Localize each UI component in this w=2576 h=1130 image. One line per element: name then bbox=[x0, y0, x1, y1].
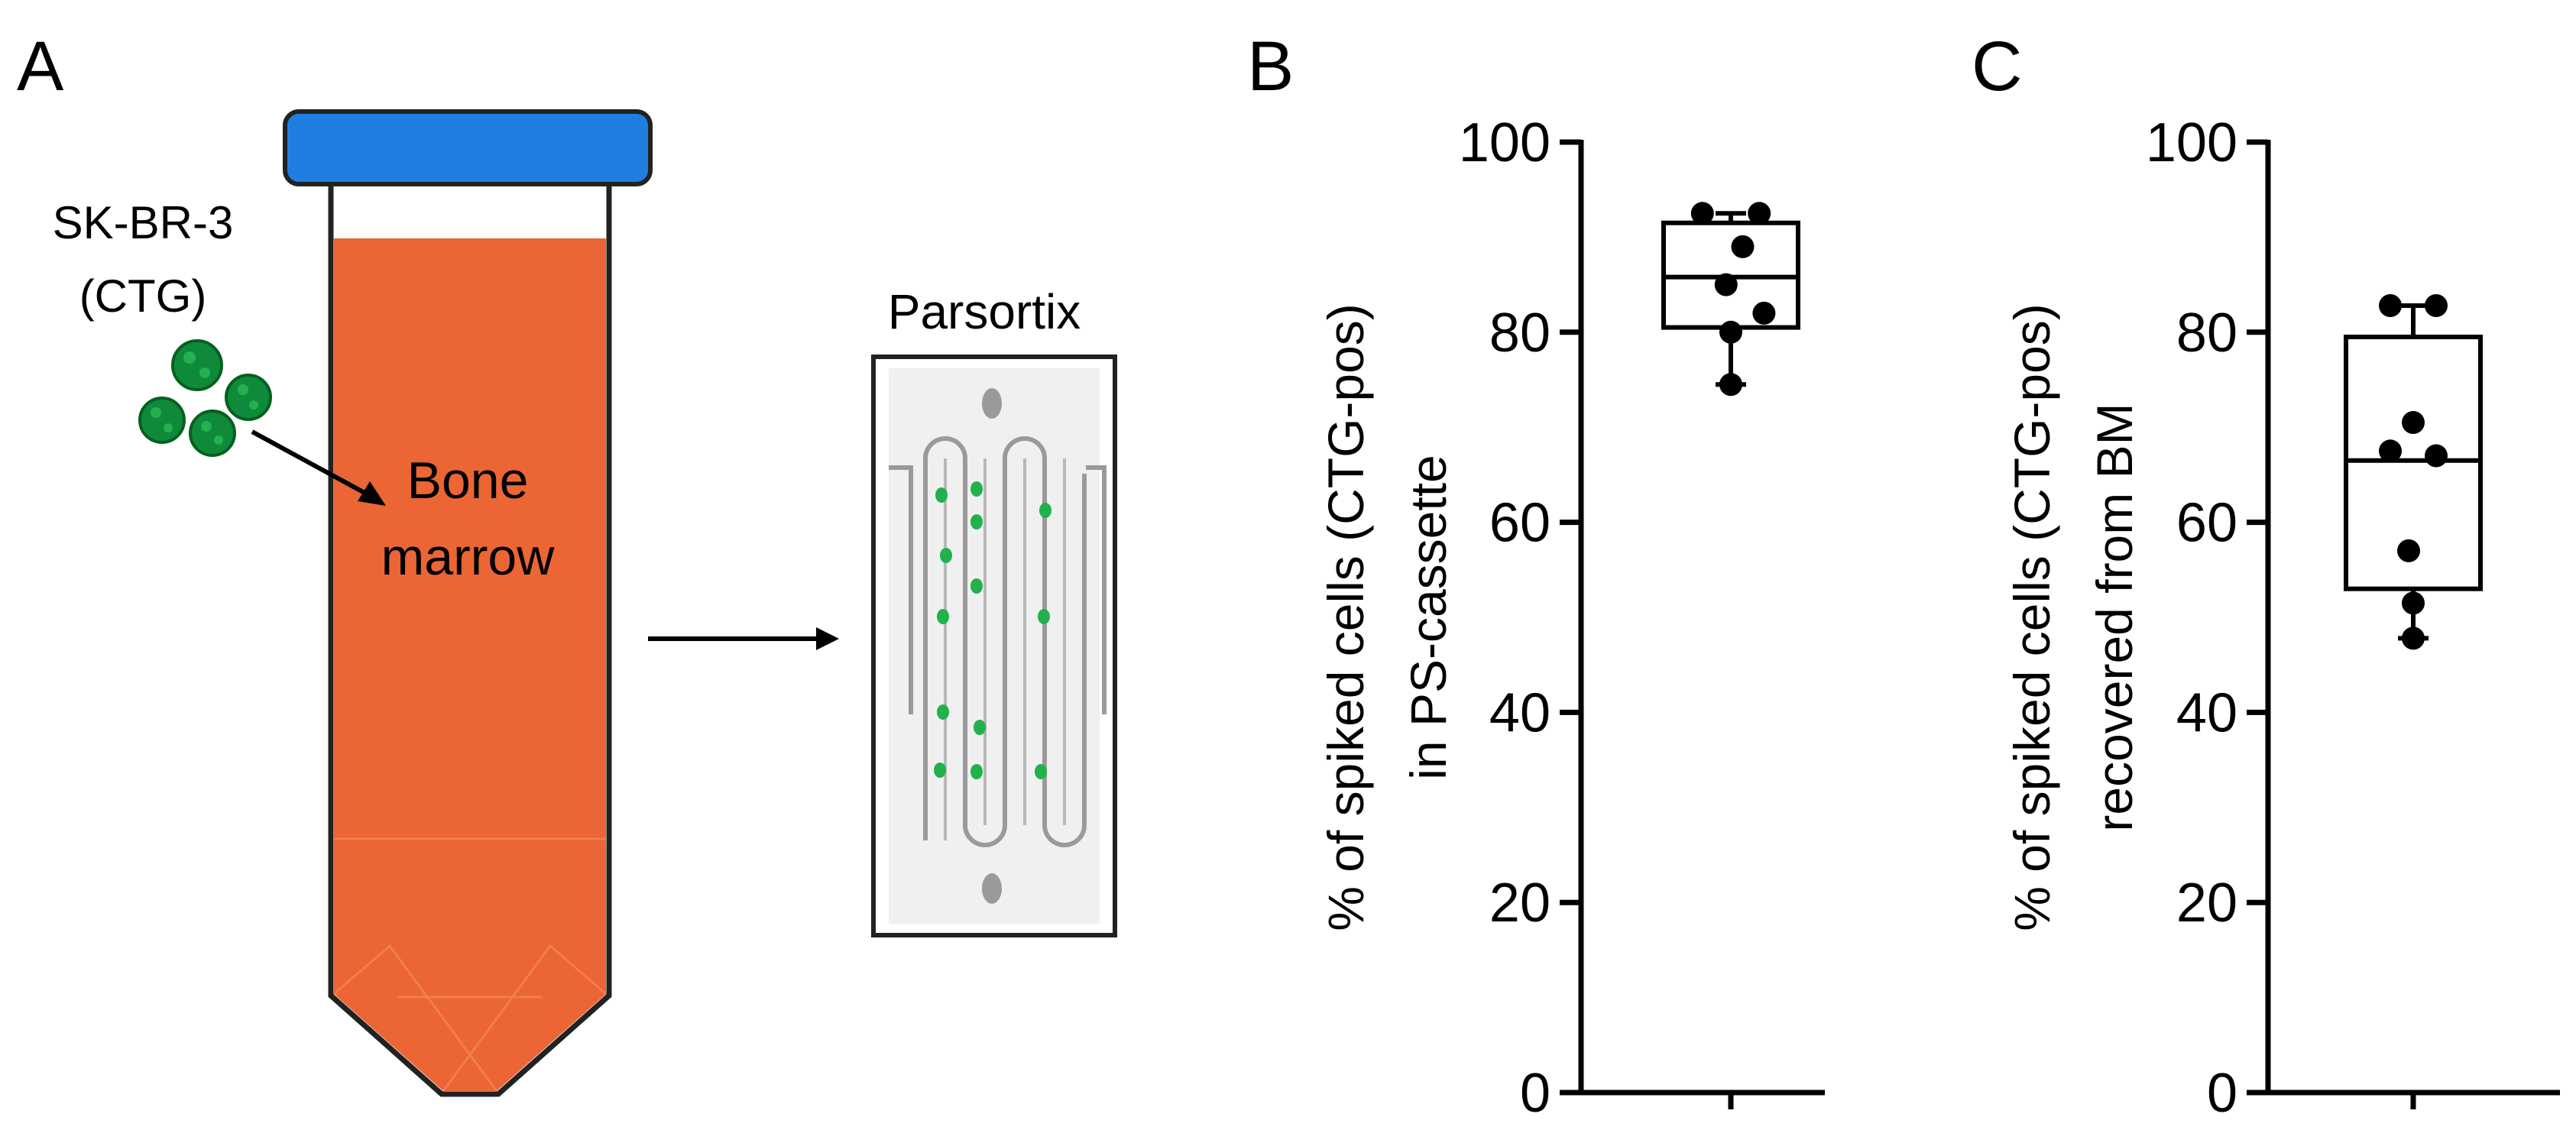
y-tick-label-80: 80 bbox=[1489, 303, 1550, 364]
stain-label: (CTG) bbox=[79, 270, 207, 322]
bone-marrow-fill bbox=[334, 238, 606, 1091]
cassette-port-top bbox=[982, 388, 1002, 419]
cell-4 bbox=[189, 410, 236, 457]
y-tick-label-80: 80 bbox=[2176, 303, 2237, 364]
data-point-1 bbox=[1690, 202, 1714, 225]
cell-3 bbox=[225, 374, 272, 421]
data-point-2 bbox=[2425, 293, 2448, 317]
y-tick-label-40: 40 bbox=[1489, 682, 1550, 743]
cell-1 bbox=[171, 339, 223, 391]
bone-marrow-label-1: Bone bbox=[407, 452, 529, 510]
parsortix-cassette-icon bbox=[871, 355, 1117, 937]
ctg-cells-icon bbox=[138, 339, 272, 457]
tube-inner-lines bbox=[333, 944, 607, 1092]
data-point-3 bbox=[1731, 235, 1755, 258]
device-label: Parsortix bbox=[888, 284, 1081, 339]
cell-line-label: SK-BR-3 bbox=[53, 197, 234, 248]
panel-b: B % of spiked cells (CTG-pos) in PS-casse… bbox=[1247, 28, 1825, 1124]
y-tick-label-0: 0 bbox=[1520, 1063, 1550, 1124]
panel-c-letter: C bbox=[1972, 28, 2022, 105]
cassette-port-bottom bbox=[982, 873, 1002, 904]
bone-marrow-label-2: marrow bbox=[381, 528, 556, 586]
data-point-7 bbox=[2402, 591, 2425, 615]
y-axis-label-line-2: recovered from BM bbox=[2086, 403, 2143, 831]
y-tick-label-20: 20 bbox=[2176, 873, 2237, 934]
y-tick-label-100: 100 bbox=[2146, 112, 2237, 173]
data-point-2 bbox=[1748, 202, 1771, 225]
box-iqr bbox=[2344, 335, 2483, 591]
data-point-4 bbox=[1714, 273, 1738, 296]
data-point-7 bbox=[1719, 373, 1742, 397]
data-point-5 bbox=[1752, 301, 1776, 325]
cassette-channel-inner bbox=[944, 458, 1066, 840]
data-point-3 bbox=[2402, 410, 2425, 434]
spike-arrow-icon bbox=[251, 429, 386, 506]
data-point-1 bbox=[2379, 293, 2402, 317]
chart-c: % of spiked cells (CTG-pos) recovered fro… bbox=[2004, 112, 2560, 1124]
data-point-8 bbox=[2402, 627, 2425, 650]
tube-outline bbox=[328, 183, 612, 1097]
y-axis-label-line-1: % of spiked cells (CTG-pos) bbox=[2004, 303, 2060, 931]
y-tick-label-40: 40 bbox=[2176, 682, 2237, 743]
data-point-5 bbox=[2425, 444, 2448, 468]
y-axis-label-line-2: in PS-cassette bbox=[1400, 455, 1456, 780]
cell-2 bbox=[138, 397, 186, 444]
panel-a-letter: A bbox=[17, 28, 64, 105]
y-tick-label-60: 60 bbox=[2176, 493, 2237, 554]
data-point-4 bbox=[2379, 439, 2402, 463]
y-tick-label-100: 100 bbox=[1459, 112, 1550, 173]
y-axis-label-line-1: % of spiked cells (CTG-pos) bbox=[1317, 303, 1374, 931]
panel-b-letter: B bbox=[1247, 28, 1294, 105]
data-point-6 bbox=[1719, 320, 1742, 344]
cassette-channel bbox=[889, 436, 1107, 847]
panel-c: C % of spiked cells (CTG-pos) recovered f… bbox=[1972, 28, 2560, 1124]
y-tick-label-20: 20 bbox=[1489, 873, 1550, 934]
chart-b: % of spiked cells (CTG-pos) in PS-cassett… bbox=[1317, 112, 1825, 1124]
captured-cells bbox=[934, 481, 1051, 779]
y-tick-label-60: 60 bbox=[1489, 493, 1550, 554]
panel-a: A SK-BR-3 (CTG) Bone marr bbox=[17, 28, 1117, 1097]
tube-cap bbox=[283, 109, 653, 186]
data-point-6 bbox=[2397, 539, 2420, 562]
test-tube bbox=[283, 109, 653, 1097]
process-arrow-icon bbox=[648, 627, 839, 650]
y-tick-label-0: 0 bbox=[2207, 1063, 2237, 1124]
